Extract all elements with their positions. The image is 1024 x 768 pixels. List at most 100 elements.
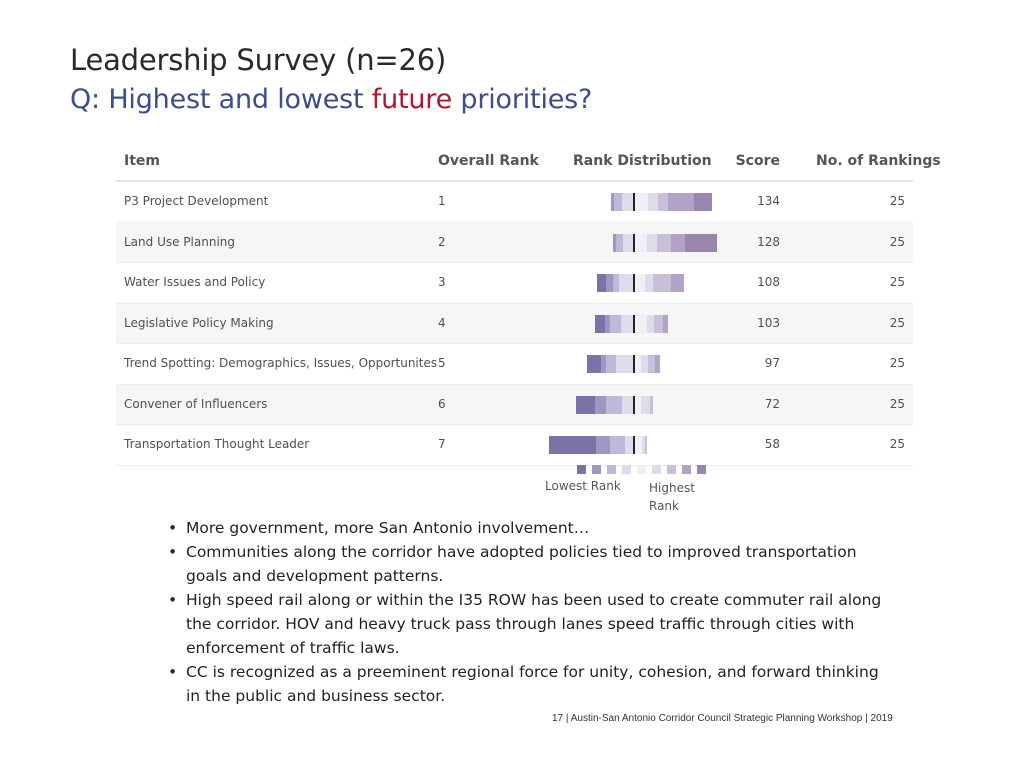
table-row: Legislative Policy Making 4 103 25 [116,303,913,344]
rank-segment [595,314,605,333]
row-overall-rank: 2 [438,234,446,249]
rank-segment [596,436,610,454]
rank-segment [549,436,596,454]
rank-segment [645,274,653,292]
rank-segment [613,274,619,292]
rank-segment [657,233,671,252]
rank-segment [610,436,625,454]
bar-midline [633,274,635,292]
rank-segment [668,193,694,211]
rank-segment [622,193,634,211]
rank-segment [595,395,606,414]
rank-segment [576,395,595,414]
rank-segment [616,355,634,373]
rank-segment [625,436,634,454]
rank-segment [606,355,616,373]
table-header: Item Overall Rank Rank Distribution Scor… [116,142,941,182]
rank-segment [619,274,634,292]
rank-segment [641,395,650,414]
rank-segment [634,395,641,414]
legend-lowest-rank: Lowest Rank [545,479,621,493]
header-score: Score [735,153,780,169]
row-count: 25 [889,275,905,289]
row-item: Trend Spotting: Demographics, Issues, Op… [124,356,438,370]
legend-swatch [667,465,676,474]
slide-subtitle: Q: Highest and lowest future priorities? [70,80,592,120]
rank-segment [658,193,668,211]
subtitle-suffix: priorities? [452,84,593,115]
rank-segment [648,193,658,211]
rank-segment [611,193,614,211]
rank-segment [694,193,712,211]
rank-segment [601,355,606,373]
rank-segment [613,233,616,252]
row-score: 97 [764,356,780,370]
rank-legend: Lowest Rank Highest Rank [545,465,706,515]
bar-midline [633,436,635,454]
header-no-of-rankings: No. of Rankings [816,153,941,169]
table-row: Convener of Influencers 6 72 25 [116,384,913,425]
rank-segment [622,395,634,414]
row-count: 25 [889,356,905,370]
rank-segment [671,233,685,252]
rank-segment [616,233,623,252]
row-count: 25 [889,194,905,208]
header-item: Item [124,153,160,169]
row-overall-rank: 5 [438,356,446,370]
rank-segment [645,436,647,454]
row-score: 58 [764,437,780,451]
rank-distribution-bar [556,233,756,252]
row-score: 103 [757,315,780,330]
bar-midline [633,193,635,211]
slide-title: Leadership Survey (n=26) [70,43,447,77]
rank-segment [606,274,613,292]
row-item: P3 Project Development [124,194,269,208]
row-count: 25 [889,396,905,411]
row-item: Water Issues and Policy [124,275,266,289]
row-overall-rank: 7 [438,437,446,451]
rank-segment [634,355,641,373]
rank-segment [614,193,622,211]
rank-segment [606,395,622,414]
rank-segment [634,436,642,454]
rank-segment [597,274,606,292]
rank-segment [653,274,671,292]
row-item: Legislative Policy Making [124,315,274,330]
row-score: 134 [757,194,780,208]
legend-swatch [697,465,706,474]
rank-distribution-bar [556,355,756,373]
rank-segment [663,314,668,333]
rank-segment [685,233,717,252]
rank-distribution-bar [556,193,756,211]
rank-distribution-bar [556,274,756,292]
table-row: Transportation Thought Leader 7 58 25 [116,425,913,466]
legend-swatch [637,465,646,474]
bar-midline [633,395,635,414]
row-overall-rank: 6 [438,396,446,411]
header-rank-distribution: Rank Distribution [573,153,712,169]
commentary-bullets: More government, more San Antonio involv… [168,516,888,708]
row-count: 25 [889,315,905,330]
rank-distribution-bar [549,436,756,454]
header-overall-rank: Overall Rank [438,153,539,169]
rank-segment [654,314,663,333]
bullet-item: More government, more San Antonio involv… [168,516,888,540]
bar-midline [633,233,635,252]
rank-segment [671,274,684,292]
rank-segment [641,355,648,373]
table-row: Trend Spotting: Demographics, Issues, Op… [116,344,913,385]
row-item: Convener of Influencers [124,396,268,411]
rank-segment [621,314,634,333]
rank-segment [642,436,645,454]
rank-distribution-bar [556,395,756,414]
rank-segment [650,395,653,414]
row-score: 128 [757,234,780,249]
slide-footer: 17 | Austin-San Antonio Corridor Council… [552,713,893,724]
rank-distribution-bar [556,314,756,333]
legend-swatch [622,465,631,474]
ranking-table: Item Overall Rank Rank Distribution Scor… [116,142,941,466]
rank-segment [605,314,610,333]
table-row: Water Issues and Policy 3 108 25 [116,263,913,304]
rank-segment [623,233,634,252]
legend-swatch [592,465,601,474]
